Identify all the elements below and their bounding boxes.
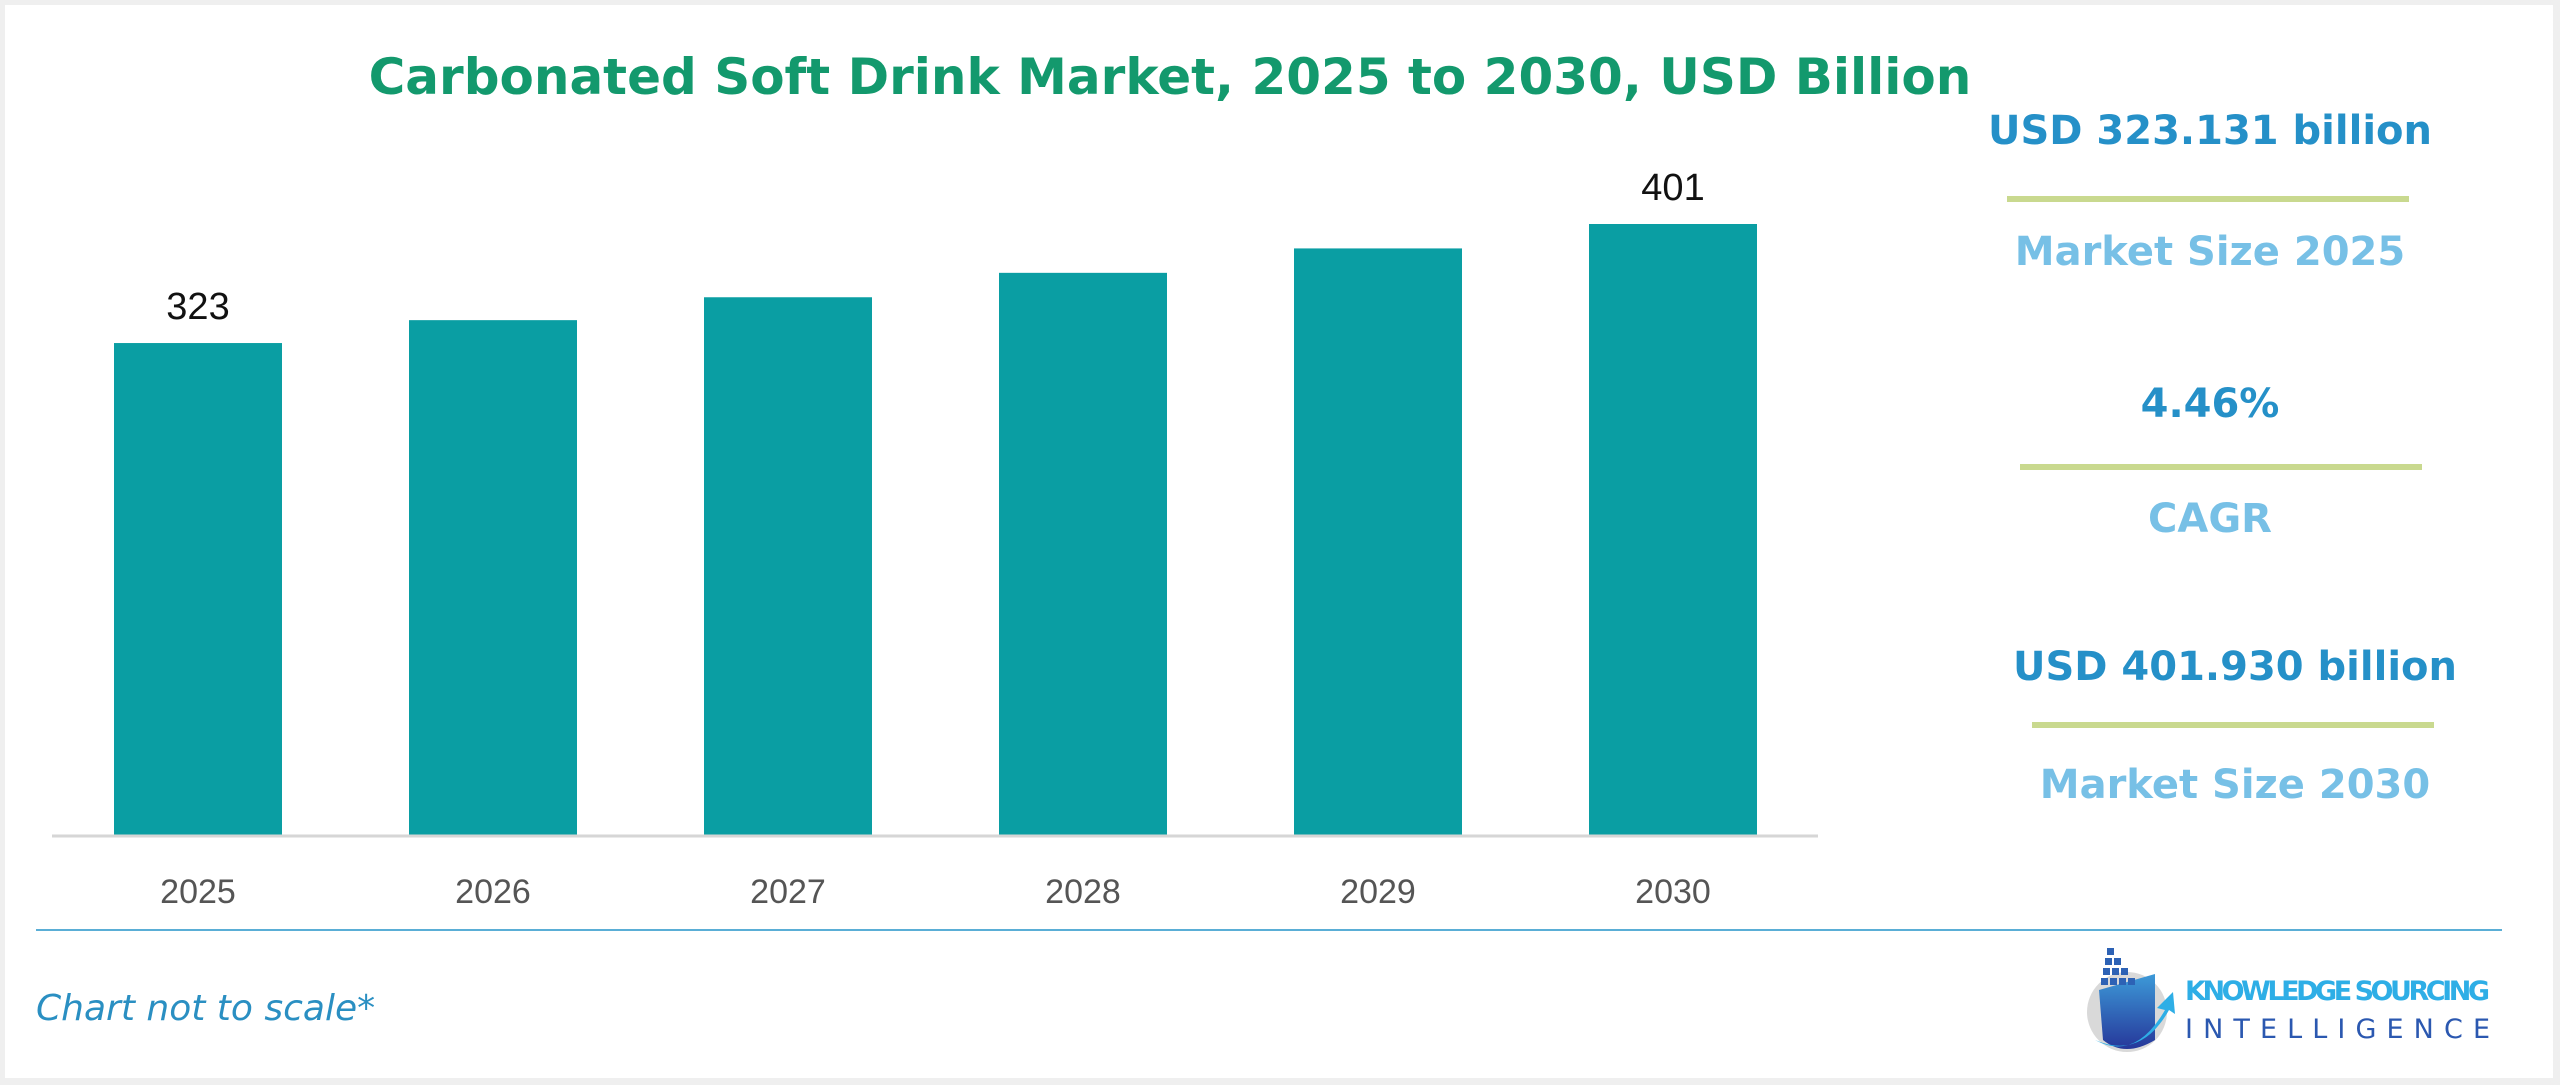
x-tick-label: 2028 — [1045, 873, 1121, 911]
bar-2028 — [999, 272, 1167, 836]
logo-text: INTELLIGENCE — [2185, 1014, 2490, 1045]
bar-chart: 2025 323 2026 2027 2028 2029 2030 401 — [52, 167, 1818, 911]
company-logo: KNOWLEDGE SOURCING INTELLIGENCE — [2087, 948, 2490, 1052]
bar-2025 — [114, 343, 282, 836]
bar-2027 — [704, 297, 872, 837]
kpi-divider — [2007, 196, 2409, 202]
kpi-value: USD 401.930 billion — [2013, 644, 2457, 690]
kpi-value: USD 323.131 billion — [1988, 108, 2432, 154]
data-label: 401 — [1641, 167, 1704, 209]
kpi-cagr: 4.46% — [1940, 381, 2480, 427]
footnote: Chart not to scale* — [36, 988, 376, 1029]
kpi-label: CAGR — [2148, 496, 2272, 542]
x-tick-label: 2026 — [455, 873, 531, 911]
x-tick-label: 2025 — [160, 873, 236, 911]
x-tick-label: 2030 — [1635, 873, 1711, 911]
bar-2030 — [1589, 224, 1757, 836]
x-tick-label: 2029 — [1340, 873, 1416, 911]
x-tick-label: 2027 — [750, 873, 826, 911]
kpi-market-size-2030: USD 401.930 billion — [1965, 644, 2505, 690]
kpi-divider — [2020, 464, 2422, 470]
data-label: 323 — [166, 286, 229, 328]
chart-title: Carbonated Soft Drink Market, 2025 to 20… — [368, 48, 1972, 106]
kpi-market-size-2025: USD 323.131 billion — [1940, 108, 2480, 154]
footer-divider — [36, 929, 2502, 931]
bar-2026 — [409, 320, 577, 836]
kpi-value: 4.46% — [2140, 381, 2280, 427]
kpi-label: Market Size 2025 — [2014, 229, 2406, 275]
logo-text: KNOWLEDGE SOURCING — [2185, 976, 2490, 1007]
kpi-label: Market Size 2030 — [2039, 762, 2431, 808]
kpi-divider — [2032, 722, 2434, 728]
bar-2029 — [1294, 248, 1462, 836]
